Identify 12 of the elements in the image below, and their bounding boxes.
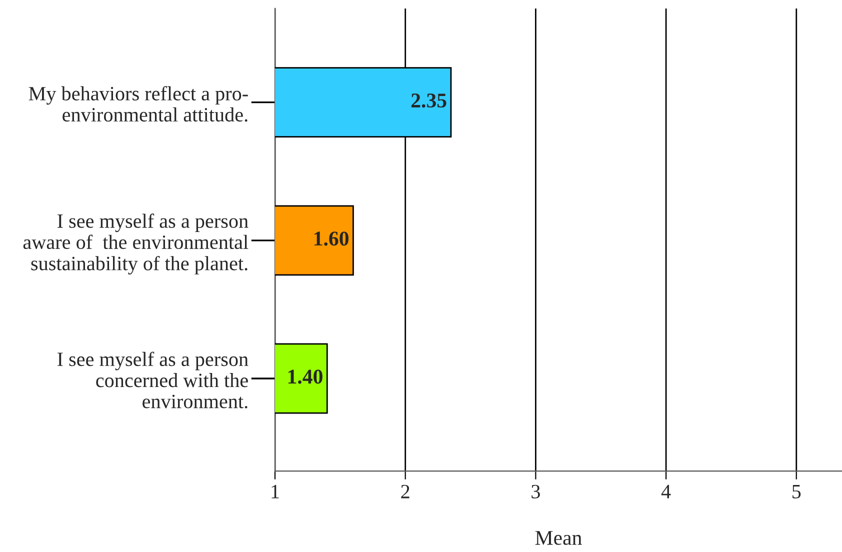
y-tick-label: I see myself as a person concerned with the environment.: [58, 352, 248, 408]
x-tick-label: 4: [661, 484, 671, 498]
x-tick-label: 5: [792, 485, 801, 498]
x-tick-label: 2: [401, 484, 410, 498]
x-axis-title: Mean: [535, 531, 582, 545]
y-tick-label: I see myself as a person aware of the environmental sustainability of the planet.: [23, 214, 248, 274]
data-label: 1.40: [288, 370, 322, 384]
x-tick-label: 3: [532, 484, 540, 498]
x-tick-label: 1: [272, 484, 279, 498]
y-tick-label: My behaviors reflect a pro- environmental attitude.: [28, 86, 248, 122]
data-label: 2.35: [411, 94, 446, 108]
data-label: 1.60: [314, 232, 348, 246]
